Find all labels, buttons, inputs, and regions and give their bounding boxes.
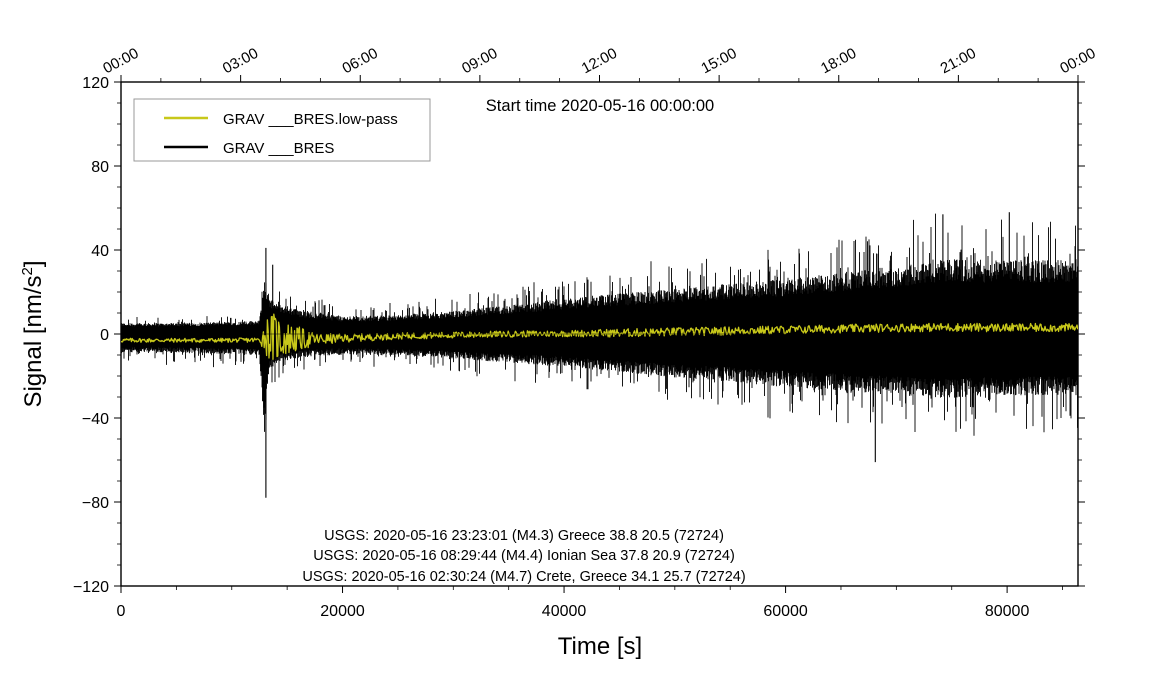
- event-annotation: USGS: 2020-05-16 02:30:24 (M4.7) Crete, …: [302, 569, 745, 585]
- y-tick-label: 80: [91, 159, 109, 176]
- top-tick-label: 00:00: [1057, 45, 1098, 78]
- chart-title: Start time 2020-05-16 00:00:00: [486, 97, 714, 115]
- event-annotation: USGS: 2020-05-16 23:23:01 (M4.3) Greece …: [324, 528, 724, 544]
- y-tick-label: −80: [82, 495, 109, 512]
- y-axis-title: Signal [nm/s2]: [19, 260, 47, 407]
- y-tick-label: 120: [82, 75, 109, 92]
- lowpass-signal-series: [121, 313, 1078, 360]
- y-tick-label: −40: [82, 411, 109, 428]
- legend: GRAV ___BRES.low-pass GRAV ___BRES: [133, 98, 431, 162]
- x-tick-label: 60000: [763, 603, 808, 620]
- top-tick-label: 03:00: [220, 45, 261, 78]
- y-tick-label: 0: [100, 327, 109, 344]
- top-tick-label: 12:00: [579, 45, 620, 78]
- x-tick-label: 40000: [542, 603, 587, 620]
- top-tick-label: 21:00: [938, 45, 979, 78]
- top-tick-label: 15:00: [698, 45, 739, 78]
- legend-label-lowpass: GRAV ___BRES.low-pass: [223, 111, 398, 128]
- y-tick-label: 40: [91, 243, 109, 260]
- top-tick-label: 09:00: [459, 45, 500, 78]
- raw-signal-series: [121, 212, 1078, 498]
- x-axis-title: Time [s]: [558, 633, 642, 660]
- top-tick-label: 00:00: [100, 45, 141, 78]
- legend-box: [133, 98, 431, 162]
- top-tick-label: 18:00: [818, 45, 859, 78]
- top-tick-label: 06:00: [340, 45, 381, 78]
- event-annotation: USGS: 2020-05-16 08:29:44 (M4.4) Ionian …: [313, 548, 735, 564]
- lowpass-signal-trace: [121, 313, 1078, 360]
- x-tick-label: 20000: [320, 603, 365, 620]
- legend-label-raw: GRAV ___BRES: [223, 140, 334, 157]
- y-tick-label: −120: [73, 579, 109, 596]
- x-tick-label: 80000: [985, 603, 1030, 620]
- x-tick-label: 0: [117, 603, 126, 620]
